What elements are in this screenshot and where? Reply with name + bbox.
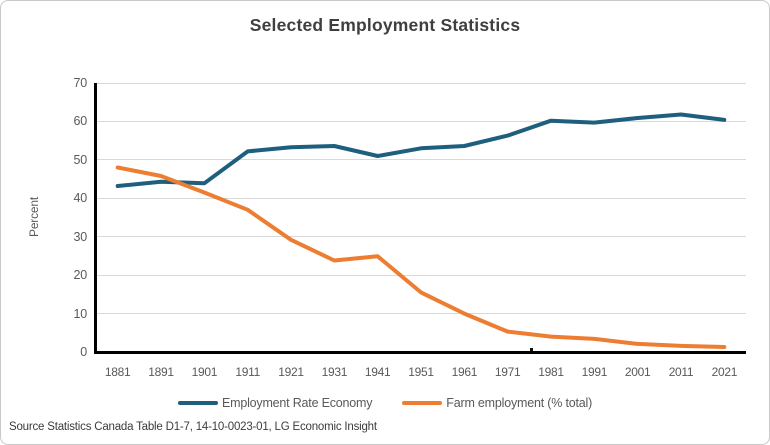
axis-tick-mark [530, 348, 533, 351]
x-tick-label-1951: 1951 [408, 365, 434, 379]
gridline-70 [96, 82, 746, 84]
y-tick-label-50: 50 [73, 152, 87, 167]
x-tick-label-1961: 1961 [451, 365, 478, 379]
line-chart-svg [115, 112, 727, 349]
gridline-10 [96, 313, 746, 315]
x-tick-label-2001: 2001 [624, 365, 651, 379]
x-tick-label-1911: 1911 [235, 365, 260, 379]
x-tick-label-1991: 1991 [581, 365, 608, 379]
x-tick-label-1971: 1971 [494, 365, 521, 379]
y-tick-label-10: 10 [73, 306, 87, 321]
y-tick-label-60: 60 [73, 114, 87, 129]
y-tick-label-40: 40 [73, 191, 87, 206]
x-tick-label-1881: 1881 [104, 365, 131, 379]
y-axis-title: Percent [27, 197, 41, 237]
x-axis-tick-labels: 1881 1891 1901 1911 1921 1931 1941 1951 1961 1971… [96, 365, 746, 381]
x-tick-label-1941: 1941 [364, 365, 391, 379]
y-tick-label-0: 0 [80, 345, 87, 359]
legend-item-farm-employment: Farm employment (% total) [402, 396, 592, 410]
y-tick-label-20: 20 [73, 268, 87, 283]
y-tick-label-30: 30 [73, 229, 87, 244]
source-note: Source Statistics Canada Table D1-7, 14-… [9, 421, 377, 433]
x-tick-label-2011: 2011 [668, 365, 694, 379]
gridline-60 [96, 120, 746, 122]
gridline-30 [96, 236, 746, 238]
y-tick-label-70: 70 [73, 76, 87, 90]
x-axis-line [94, 350, 746, 354]
y-axis-tick-labels: 0 10 20 30 40 50 60 70 [49, 76, 87, 359]
legend-label-farm-employment: Farm employment (% total) [446, 396, 593, 410]
plot-area [94, 82, 746, 354]
y-axis-line [94, 83, 97, 354]
legend-item-employment-rate: Employment Rate Economy [177, 396, 373, 410]
gridline-20 [96, 274, 746, 276]
series-line-employment-rate-economy [115, 112, 727, 188]
chart-title: Selected Employment Statistics [249, 15, 521, 35]
gridline-50 [96, 159, 746, 161]
x-tick-label-2021: 2021 [711, 365, 738, 379]
employment-rate-line-swatch [177, 400, 218, 406]
series-line-farm-employment-total- [115, 165, 727, 349]
x-tick-label-1921: 1921 [278, 365, 304, 379]
legend-label-employment-rate: Employment Rate Economy [221, 396, 373, 410]
x-tick-label-1891: 1891 [148, 365, 174, 379]
x-tick-label-1931: 1931 [321, 365, 348, 379]
farm-employment-line-swatch [402, 400, 443, 406]
x-tick-label-1981: 1981 [538, 365, 564, 379]
x-tick-label-1901: 1901 [191, 365, 218, 379]
gridline-40 [96, 197, 746, 199]
legend: Employment Rate Economy Farm employment … [1, 394, 769, 412]
